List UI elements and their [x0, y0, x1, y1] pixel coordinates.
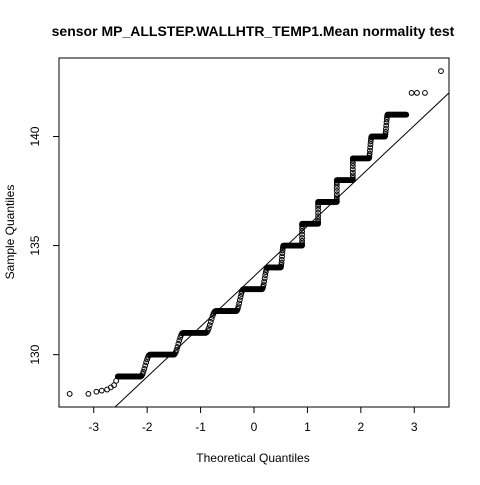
data-point — [93, 388, 100, 395]
plot-area: -3 -2 -1 0 1 2 3 130 135 140 — [28, 57, 450, 434]
x-tick-label: -2 — [142, 420, 153, 434]
data-point — [315, 206, 322, 213]
data-point — [367, 147, 373, 154]
data-point — [85, 391, 92, 397]
data-point — [366, 150, 373, 157]
data-point — [261, 278, 268, 285]
qq-reference-line — [114, 92, 449, 407]
data-point — [333, 184, 340, 191]
x-tick-label: 2 — [358, 420, 365, 434]
data-point — [299, 235, 305, 241]
data-point — [206, 322, 213, 329]
data-point — [349, 176, 356, 183]
data-point — [367, 141, 374, 148]
data-point — [299, 231, 305, 238]
data-point — [333, 188, 340, 194]
data-point — [278, 262, 285, 269]
data-points — [66, 68, 444, 397]
data-point — [403, 111, 410, 118]
data-point — [333, 191, 340, 198]
data-point — [143, 359, 150, 366]
data-point — [279, 250, 286, 257]
data-point — [315, 218, 322, 225]
data-point — [383, 125, 389, 132]
y-tick-label: 135 — [28, 235, 42, 255]
data-point — [315, 220, 322, 227]
data-point — [333, 196, 340, 203]
data-point — [207, 319, 214, 325]
data-point — [349, 172, 356, 179]
data-point — [408, 90, 415, 96]
data-point — [234, 305, 241, 312]
data-point — [111, 382, 117, 389]
data-point — [235, 303, 242, 310]
data-point — [262, 272, 269, 278]
data-point — [175, 340, 182, 347]
data-point — [349, 163, 356, 169]
x-axis: -3 -2 -1 0 1 2 3 — [88, 406, 418, 434]
data-point — [173, 347, 180, 353]
data-point — [260, 284, 266, 290]
data-point — [438, 68, 444, 74]
data-point — [366, 153, 373, 159]
data-point — [113, 377, 120, 384]
data-point — [174, 344, 181, 350]
data-point — [237, 293, 244, 300]
chart-title: sensor MP_ALLSTEP.WALLHTR_TEMP1.Mean nor… — [52, 23, 455, 39]
data-point — [279, 253, 285, 260]
data-point — [349, 166, 356, 173]
data-point — [315, 209, 322, 216]
data-point — [299, 237, 305, 244]
data-point — [278, 256, 285, 263]
data-point — [383, 122, 390, 129]
data-point — [382, 131, 389, 138]
data-point — [140, 368, 147, 375]
data-point — [315, 213, 322, 220]
data-point — [176, 337, 183, 344]
data-point — [383, 119, 390, 126]
data-point — [299, 240, 305, 247]
x-tick-label: 1 — [304, 420, 311, 434]
data-point — [333, 194, 340, 201]
y-axis: 130 135 140 — [28, 126, 60, 365]
data-point — [141, 365, 148, 372]
data-point — [414, 90, 420, 96]
data-point — [261, 275, 268, 282]
data-point — [260, 281, 267, 288]
data-point — [349, 169, 356, 176]
data-point — [98, 387, 105, 394]
data-point — [278, 259, 285, 266]
y-tick-label: 130 — [28, 344, 42, 364]
data-point — [422, 90, 428, 96]
y-axis-label: Sample Quantiles — [3, 185, 17, 280]
x-tick-label: -1 — [195, 420, 206, 434]
data-point — [382, 128, 389, 135]
data-point — [236, 297, 243, 304]
data-point — [236, 300, 243, 307]
data-point — [349, 174, 356, 181]
x-tick-label: 3 — [411, 420, 418, 434]
data-point — [142, 362, 149, 369]
x-tick-label: -3 — [88, 420, 99, 434]
y-tick-label: 140 — [28, 126, 42, 146]
data-point — [299, 228, 305, 235]
x-tick-label: 0 — [251, 420, 258, 434]
data-point — [205, 325, 212, 332]
data-point — [66, 391, 73, 397]
x-axis-label: Theoretical Quantiles — [196, 451, 309, 465]
data-point — [299, 242, 305, 248]
data-point — [367, 144, 374, 151]
